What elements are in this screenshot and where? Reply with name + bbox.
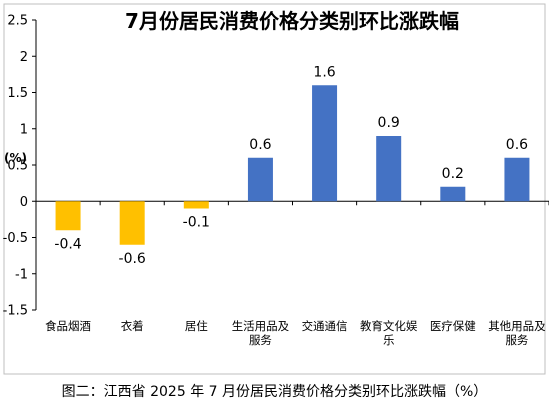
category-label: 教育文化娱 xyxy=(360,319,418,333)
bar-6 xyxy=(440,186,466,202)
category-label: 衣着 xyxy=(121,319,144,333)
data-label: -0.4 xyxy=(54,236,81,252)
data-label: 0.6 xyxy=(249,137,271,153)
y-tick-label: -0.5 xyxy=(3,231,28,246)
bars xyxy=(55,85,530,245)
y-tick-label: 2.5 xyxy=(7,14,28,29)
y-tick-label: 0.5 xyxy=(7,159,28,174)
data-label: -0.1 xyxy=(183,215,210,231)
data-label: -0.6 xyxy=(119,251,146,267)
y-axis: -1.5 -1 -0.5 0 0.5 1 1.5 2 2.5 xyxy=(3,14,37,319)
category-label: 食品烟酒 xyxy=(45,319,91,333)
y-tick-label: 2 xyxy=(20,50,28,65)
y-tick-label: 0 xyxy=(20,195,28,210)
category-label: 生活用品及 xyxy=(232,319,290,333)
data-label: 0.6 xyxy=(506,137,528,153)
bar-1 xyxy=(119,201,145,245)
category-label: 其他用品及 xyxy=(488,319,546,333)
category-label: 服务 xyxy=(505,333,528,347)
value-labels: -0.4 -0.6 -0.1 0.6 1.6 0.9 0.2 0.6 xyxy=(54,64,528,267)
category-label: 乐 xyxy=(383,333,395,347)
chart-frame xyxy=(3,3,546,375)
data-label: 0.2 xyxy=(442,166,464,182)
y-axis-unit-label: (%) xyxy=(4,151,27,165)
data-label: 1.6 xyxy=(313,64,335,80)
figure-caption: 图二：江西省 2025 年 7 月份居民消费价格分类别环比涨跌幅（%） xyxy=(61,384,488,400)
bar-4 xyxy=(312,85,338,202)
bar-7 xyxy=(504,157,530,202)
y-tick-label: 1.5 xyxy=(7,86,28,101)
category-label: 服务 xyxy=(249,333,272,347)
bar-3 xyxy=(247,157,273,202)
y-tick-label: 1 xyxy=(20,122,28,137)
y-tick-label: -1 xyxy=(15,267,28,282)
x-axis xyxy=(35,200,549,206)
bar-0 xyxy=(55,201,81,231)
bar-5 xyxy=(376,136,402,202)
category-label: 居住 xyxy=(185,319,208,333)
bar-2 xyxy=(183,201,209,209)
chart-title: 7月份居民消费价格分类别环比涨跌幅 xyxy=(125,9,459,33)
data-label: 0.9 xyxy=(378,115,400,131)
category-label: 医疗保健 xyxy=(430,319,476,333)
category-label: 交通通信 xyxy=(302,319,348,333)
y-tick-label: -1.5 xyxy=(3,304,28,319)
